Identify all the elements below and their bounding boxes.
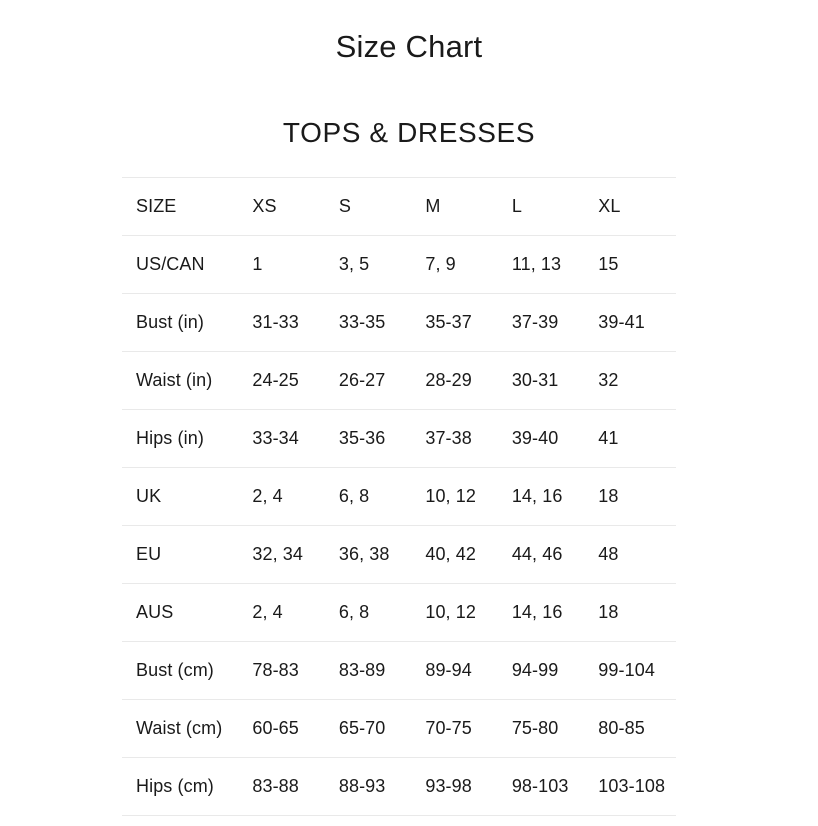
cell-us-can-m: 7, 9 bbox=[411, 235, 498, 294]
cell-hips-in-xl: 41 bbox=[584, 409, 676, 468]
cell-bust-in-l: 37-39 bbox=[497, 293, 585, 352]
table-head: SIZE XS S M L XL bbox=[122, 177, 676, 236]
cell-hips-cm-xs: 83-88 bbox=[238, 757, 325, 816]
table-row: EU 32, 34 36, 38 40, 42 44, 46 48 bbox=[122, 525, 676, 584]
cell-bust-in-m: 35-37 bbox=[411, 293, 498, 352]
cell-hips-in-m: 37-38 bbox=[411, 409, 498, 468]
column-header-s: S bbox=[324, 177, 412, 236]
cell-hips-cm-s: 88-93 bbox=[324, 757, 412, 816]
cell-aus-s: 6, 8 bbox=[324, 583, 412, 642]
cell-aus-m: 10, 12 bbox=[411, 583, 498, 642]
cell-hips-in-s: 35-36 bbox=[324, 409, 412, 468]
cell-waist-in-m: 28-29 bbox=[411, 351, 498, 410]
row-label-aus: AUS bbox=[122, 583, 239, 642]
row-label-bust-cm: Bust (cm) bbox=[122, 641, 239, 700]
cell-eu-xs: 32, 34 bbox=[238, 525, 325, 584]
row-label-waist-in: Waist (in) bbox=[122, 351, 239, 410]
table-row: AUS 2, 4 6, 8 10, 12 14, 16 18 bbox=[122, 583, 676, 642]
table-header-row: SIZE XS S M L XL bbox=[122, 177, 676, 236]
cell-aus-xs: 2, 4 bbox=[238, 583, 325, 642]
column-header-xl: XL bbox=[584, 177, 676, 236]
cell-waist-in-s: 26-27 bbox=[324, 351, 412, 410]
cell-uk-s: 6, 8 bbox=[324, 467, 412, 526]
cell-hips-cm-m: 93-98 bbox=[411, 757, 498, 816]
table-row: UK 2, 4 6, 8 10, 12 14, 16 18 bbox=[122, 467, 676, 526]
row-label-eu: EU bbox=[122, 525, 239, 584]
table-row: Hips (cm) 83-88 88-93 93-98 98-103 103-1… bbox=[122, 757, 676, 816]
cell-bust-in-xs: 31-33 bbox=[238, 293, 325, 352]
table-row: Waist (in) 24-25 26-27 28-29 30-31 32 bbox=[122, 351, 676, 410]
cell-waist-cm-m: 70-75 bbox=[411, 699, 498, 758]
row-label-us-can: US/CAN bbox=[122, 235, 239, 294]
cell-waist-cm-s: 65-70 bbox=[324, 699, 412, 758]
cell-hips-in-xs: 33-34 bbox=[238, 409, 325, 468]
table-row: Bust (cm) 78-83 83-89 89-94 94-99 99-104 bbox=[122, 641, 676, 700]
cell-bust-cm-xs: 78-83 bbox=[238, 641, 325, 700]
cell-us-can-xl: 15 bbox=[584, 235, 676, 294]
cell-aus-xl: 18 bbox=[584, 583, 676, 642]
cell-us-can-xs: 1 bbox=[238, 235, 325, 294]
column-header-size: SIZE bbox=[122, 177, 239, 236]
cell-waist-in-l: 30-31 bbox=[497, 351, 585, 410]
table-row: Bust (in) 31-33 33-35 35-37 37-39 39-41 bbox=[122, 293, 676, 352]
cell-bust-cm-s: 83-89 bbox=[324, 641, 412, 700]
row-label-hips-in: Hips (in) bbox=[122, 409, 239, 468]
page-subtitle: TOPS & DRESSES bbox=[282, 117, 536, 148]
cell-aus-l: 14, 16 bbox=[497, 583, 585, 642]
row-label-bust-in: Bust (in) bbox=[122, 293, 239, 352]
cell-bust-cm-l: 94-99 bbox=[497, 641, 585, 700]
table-row: Hips (in) 33-34 35-36 37-38 39-40 41 bbox=[122, 409, 676, 468]
cell-eu-m: 40, 42 bbox=[411, 525, 498, 584]
cell-waist-cm-xl: 80-85 bbox=[584, 699, 676, 758]
column-header-l: L bbox=[497, 177, 585, 236]
cell-waist-in-xs: 24-25 bbox=[238, 351, 325, 410]
cell-us-can-l: 11, 13 bbox=[497, 235, 585, 294]
row-label-uk: UK bbox=[122, 467, 239, 526]
cell-uk-l: 14, 16 bbox=[497, 467, 585, 526]
cell-eu-s: 36, 38 bbox=[324, 525, 412, 584]
cell-waist-cm-xs: 60-65 bbox=[238, 699, 325, 758]
cell-bust-cm-xl: 99-104 bbox=[584, 641, 676, 700]
size-table-container: SIZE XS S M L XL US/CAN 1 3, 5 7, 9 11, … bbox=[122, 177, 676, 816]
cell-waist-cm-l: 75-80 bbox=[497, 699, 585, 758]
cell-eu-l: 44, 46 bbox=[497, 525, 585, 584]
column-header-m: M bbox=[411, 177, 498, 236]
cell-eu-xl: 48 bbox=[584, 525, 676, 584]
cell-bust-in-xl: 39-41 bbox=[584, 293, 676, 352]
cell-bust-in-s: 33-35 bbox=[324, 293, 412, 352]
cell-hips-in-l: 39-40 bbox=[497, 409, 585, 468]
column-header-xs: XS bbox=[238, 177, 325, 236]
cell-hips-cm-xl: 103-108 bbox=[584, 757, 676, 816]
size-chart-table: SIZE XS S M L XL US/CAN 1 3, 5 7, 9 11, … bbox=[122, 177, 676, 816]
cell-us-can-s: 3, 5 bbox=[324, 235, 412, 294]
row-label-hips-cm: Hips (cm) bbox=[122, 757, 239, 816]
table-body: US/CAN 1 3, 5 7, 9 11, 13 15 Bust (in) 3… bbox=[122, 235, 676, 816]
table-row: Waist (cm) 60-65 65-70 70-75 75-80 80-85 bbox=[122, 699, 676, 758]
cell-uk-xl: 18 bbox=[584, 467, 676, 526]
row-label-waist-cm: Waist (cm) bbox=[122, 699, 239, 758]
cell-uk-xs: 2, 4 bbox=[238, 467, 325, 526]
cell-uk-m: 10, 12 bbox=[411, 467, 498, 526]
cell-waist-in-xl: 32 bbox=[584, 351, 676, 410]
page-title: Size Chart bbox=[335, 29, 483, 64]
table-row: US/CAN 1 3, 5 7, 9 11, 13 15 bbox=[122, 235, 676, 294]
cell-hips-cm-l: 98-103 bbox=[497, 757, 585, 816]
cell-bust-cm-m: 89-94 bbox=[411, 641, 498, 700]
